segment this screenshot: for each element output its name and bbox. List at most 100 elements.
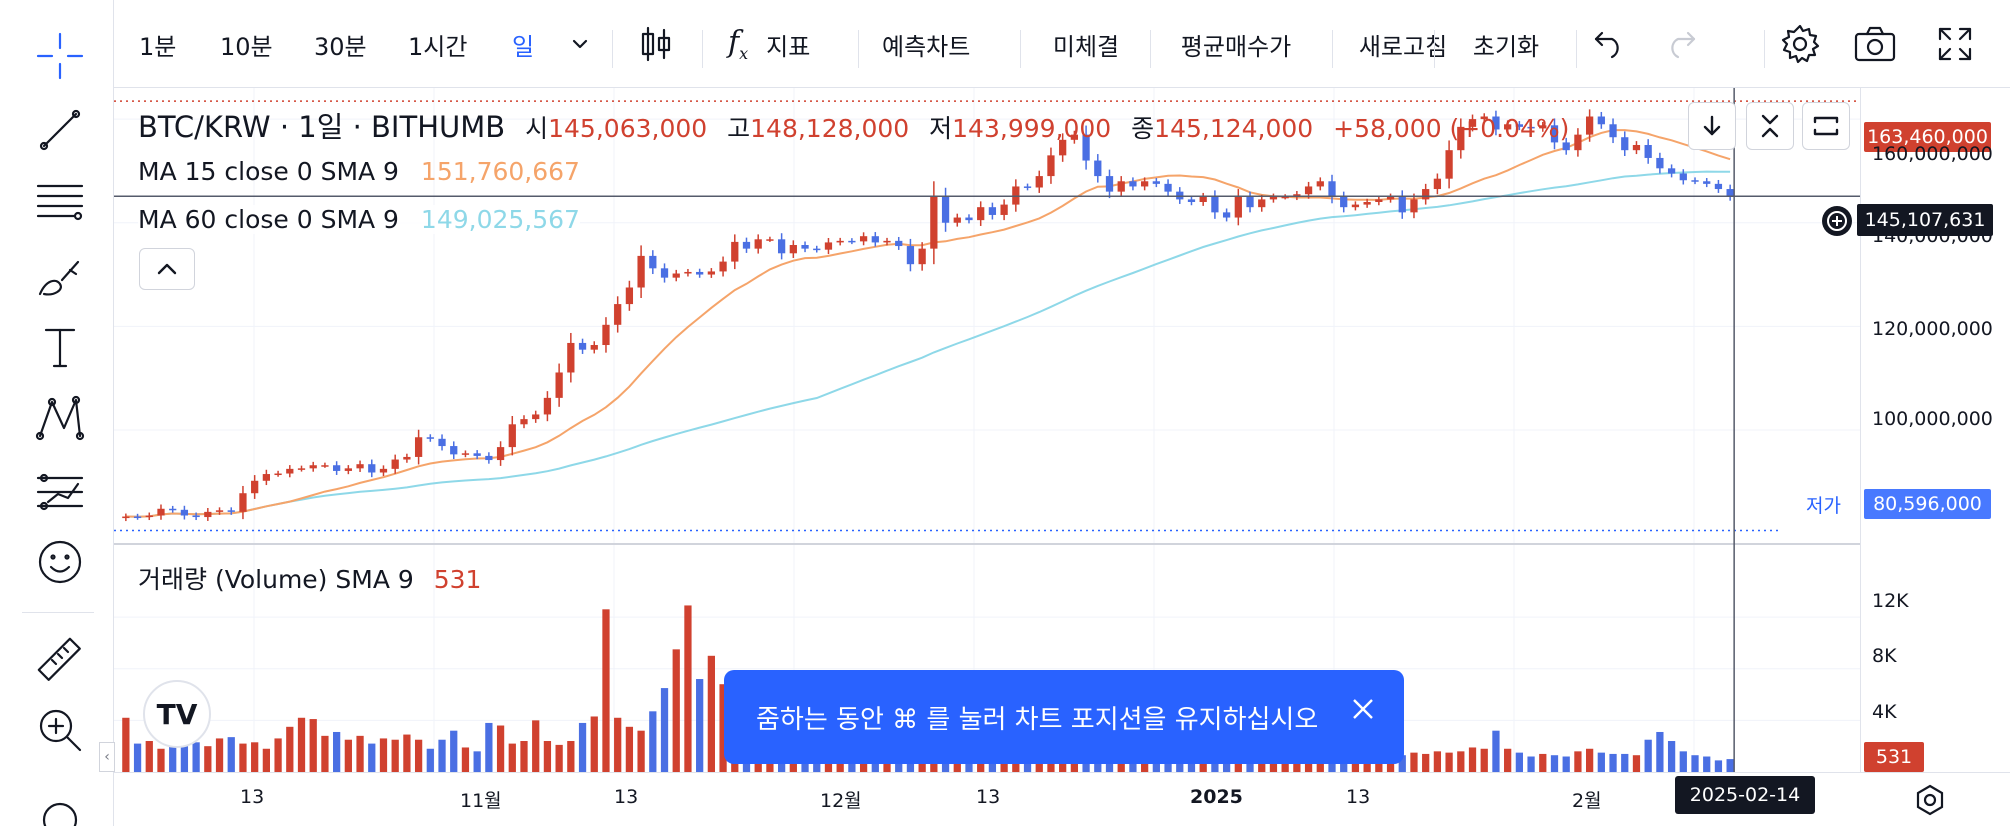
ma60-legend[interactable]: MA 60 close 0 SMA 9 149,025,567 <box>138 205 580 234</box>
volume-bar <box>614 717 622 772</box>
brush-tool-icon[interactable] <box>25 246 95 306</box>
candle-body <box>625 287 634 305</box>
candle-body <box>262 474 271 481</box>
scroll-to-latest-button[interactable] <box>1688 102 1736 150</box>
candle-body <box>953 217 961 223</box>
emoji-tool-icon[interactable] <box>25 532 95 592</box>
toolbar-divider <box>1434 30 1435 68</box>
candle-body <box>988 207 997 215</box>
change-value: +58,000 (+0.04%) <box>1333 114 1570 143</box>
candle-body <box>145 515 153 518</box>
text-tool-icon[interactable] <box>25 316 95 376</box>
price-axis[interactable] <box>1860 88 2010 772</box>
volume-bar <box>625 726 634 772</box>
candle-body <box>204 511 212 518</box>
volume-bar <box>461 747 470 772</box>
time-axis[interactable] <box>114 772 2010 826</box>
indicators-button[interactable]: fx 지표 <box>728 0 810 88</box>
toolbar-divider <box>22 612 94 613</box>
candle-body <box>403 456 411 460</box>
crosshair-tool-icon[interactable] <box>25 26 95 86</box>
candle-body <box>379 468 388 473</box>
price-tick: 100,000,000 <box>1872 408 1993 430</box>
magnet-icon[interactable] <box>25 790 95 826</box>
candle-body <box>309 465 317 469</box>
pattern-tool-icon[interactable] <box>25 388 95 448</box>
candle-body <box>696 271 704 275</box>
fullscreen-icon[interactable] <box>1936 0 1974 88</box>
volume-bar <box>918 756 926 772</box>
volume-bar <box>555 744 563 772</box>
trend-line-tool-icon[interactable] <box>25 100 95 160</box>
interval-30m[interactable]: 30분 <box>314 32 367 61</box>
ma15-legend[interactable]: MA 15 close 0 SMA 9 151,760,667 <box>138 157 580 186</box>
volume-bar <box>1703 756 1711 772</box>
candle-body <box>1222 212 1231 218</box>
maximize-icon <box>1813 116 1839 136</box>
time-label: 13 <box>240 786 265 808</box>
candle-body <box>1445 150 1453 179</box>
volume-bar <box>508 743 516 772</box>
volume-bar <box>473 751 481 772</box>
forecast-tool-icon[interactable] <box>25 462 95 522</box>
forecast-chart-button[interactable]: 예측차트 <box>882 32 971 61</box>
chart-settings-hexagon-icon[interactable] <box>1910 780 1950 820</box>
open-orders-button[interactable]: 미체결 <box>1052 32 1120 61</box>
volume-bar <box>1468 747 1477 772</box>
add-alert-plus-icon[interactable] <box>1822 206 1852 236</box>
candle-body <box>485 455 493 461</box>
volume-bar <box>707 655 715 772</box>
candle-body <box>848 240 856 243</box>
maximize-pane-button[interactable] <box>1802 102 1850 150</box>
candle-body <box>1375 199 1383 202</box>
tradingview-logo[interactable]: TV <box>143 680 211 748</box>
undo-icon[interactable] <box>1590 0 1626 88</box>
volume-bar <box>520 741 528 772</box>
candle-body <box>567 342 575 373</box>
settings-gear-icon[interactable] <box>1778 0 1822 88</box>
screenshot-camera-icon[interactable] <box>1852 0 1898 88</box>
candle-body <box>1667 168 1676 174</box>
candle-style-icon[interactable] <box>638 0 674 88</box>
candle-body <box>742 241 751 249</box>
volume-bar <box>204 746 212 772</box>
candle-body <box>1304 186 1313 195</box>
ruler-tool-icon[interactable] <box>25 630 95 690</box>
symbol-legend: BTC/KRW · 1일 · BITHUMB 시145,063,000 고148… <box>138 104 1569 146</box>
candle-body <box>321 465 329 467</box>
candle-body <box>1492 116 1500 130</box>
candle-body <box>941 196 950 223</box>
candle-body <box>1398 196 1406 213</box>
reset-button[interactable]: 초기화 <box>1472 32 1540 61</box>
redo-icon[interactable] <box>1664 0 1700 88</box>
close-icon[interactable] <box>1346 692 1380 726</box>
volume-bar <box>485 722 493 772</box>
interval-10m[interactable]: 10분 <box>220 32 273 61</box>
volume-bar <box>297 717 306 772</box>
candle-body <box>649 255 657 269</box>
volume-legend[interactable]: 거래량 (Volume) SMA 9 531 <box>138 560 481 596</box>
refresh-button[interactable]: 새로고침 <box>1358 32 1448 61</box>
volume-tick: 12K <box>1872 590 1909 612</box>
fib-lines-tool-icon[interactable] <box>25 170 95 230</box>
symbol-title: BTC/KRW · 1일 · BITHUMB <box>138 110 506 144</box>
avg-buy-price-button[interactable]: 평균매수가 <box>1180 32 1292 61</box>
interval-1m[interactable]: 1분 <box>139 32 177 61</box>
candle-body <box>1539 125 1547 129</box>
expand-toolbar-chevron-icon[interactable]: ‹ <box>99 742 115 772</box>
collapse-pane-button[interactable] <box>1746 102 1794 150</box>
interval-dropdown-chevron-icon[interactable] <box>570 0 590 88</box>
interval-1h[interactable]: 1시간 <box>408 32 468 61</box>
candle-body <box>672 273 680 278</box>
candle-body <box>344 468 352 471</box>
volume-bar <box>450 730 458 772</box>
candle-body <box>1410 199 1418 213</box>
zoom-in-icon[interactable] <box>25 700 95 760</box>
candle-body <box>1726 189 1734 197</box>
candle-body <box>719 261 727 272</box>
chart-area[interactable] <box>114 88 1860 772</box>
interval-1d[interactable]: 일 <box>512 32 535 61</box>
candle-body <box>1621 137 1629 151</box>
collapse-legend-button[interactable] <box>139 248 195 290</box>
candle-body <box>930 196 938 249</box>
